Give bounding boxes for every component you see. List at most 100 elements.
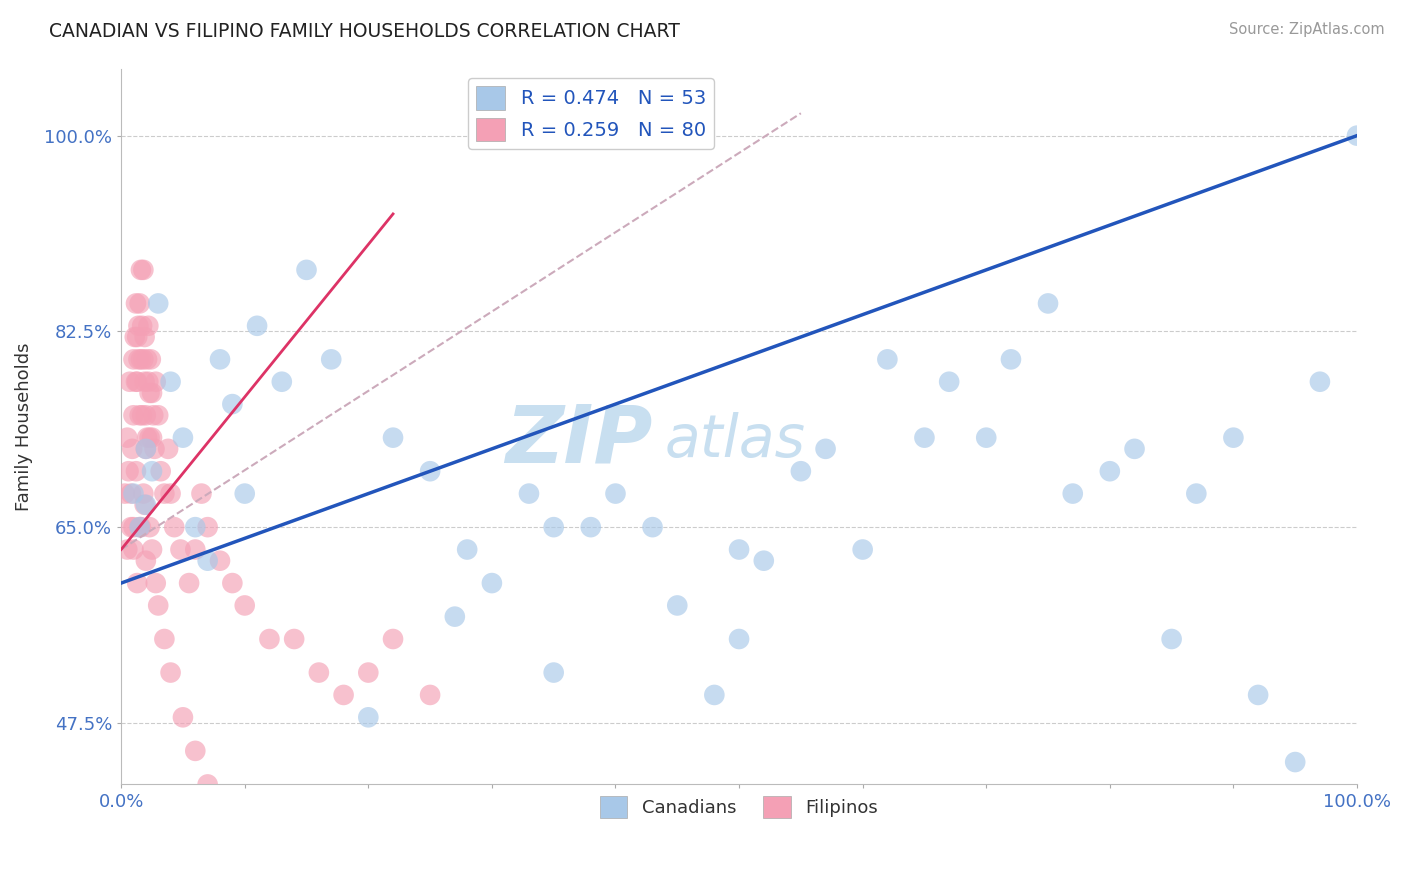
Point bbox=[1346, 128, 1368, 143]
Point bbox=[1222, 431, 1244, 445]
Point bbox=[117, 464, 139, 478]
Point bbox=[142, 409, 165, 423]
Point bbox=[128, 520, 150, 534]
Point bbox=[179, 576, 201, 591]
Point bbox=[246, 318, 269, 333]
Point bbox=[543, 520, 565, 534]
Point bbox=[153, 486, 176, 500]
Point bbox=[1247, 688, 1270, 702]
Point bbox=[138, 385, 160, 400]
Point bbox=[974, 431, 997, 445]
Point bbox=[124, 330, 146, 344]
Point bbox=[149, 464, 172, 478]
Text: ZIP: ZIP bbox=[505, 401, 652, 480]
Point bbox=[117, 431, 139, 445]
Point bbox=[122, 486, 145, 500]
Point bbox=[233, 599, 256, 613]
Point bbox=[127, 330, 149, 344]
Point bbox=[135, 442, 157, 456]
Point bbox=[136, 375, 159, 389]
Point bbox=[127, 318, 149, 333]
Point bbox=[141, 464, 163, 478]
Point bbox=[131, 318, 153, 333]
Point bbox=[814, 442, 837, 456]
Point bbox=[136, 431, 159, 445]
Point bbox=[136, 352, 159, 367]
Point bbox=[135, 498, 157, 512]
Point bbox=[127, 576, 149, 591]
Point bbox=[456, 542, 478, 557]
Point bbox=[517, 486, 540, 500]
Y-axis label: Family Households: Family Households bbox=[15, 343, 32, 511]
Point bbox=[443, 609, 465, 624]
Point bbox=[131, 409, 153, 423]
Text: atlas: atlas bbox=[665, 412, 806, 469]
Point bbox=[221, 397, 243, 411]
Point bbox=[132, 486, 155, 500]
Point bbox=[208, 554, 231, 568]
Point bbox=[120, 520, 142, 534]
Point bbox=[190, 486, 212, 500]
Point bbox=[208, 352, 231, 367]
Point bbox=[127, 375, 149, 389]
Point bbox=[543, 665, 565, 680]
Point bbox=[419, 464, 441, 478]
Point bbox=[728, 632, 751, 646]
Point bbox=[159, 375, 181, 389]
Point bbox=[295, 263, 318, 277]
Point bbox=[136, 318, 159, 333]
Point bbox=[357, 710, 380, 724]
Point bbox=[128, 296, 150, 310]
Point bbox=[134, 330, 156, 344]
Point bbox=[579, 520, 602, 534]
Point bbox=[321, 352, 343, 367]
Point bbox=[145, 375, 167, 389]
Point bbox=[163, 520, 186, 534]
Point bbox=[169, 542, 191, 557]
Point bbox=[1160, 632, 1182, 646]
Point bbox=[128, 520, 150, 534]
Point bbox=[197, 520, 219, 534]
Point bbox=[852, 542, 875, 557]
Point bbox=[1185, 486, 1208, 500]
Point bbox=[728, 542, 751, 557]
Point bbox=[139, 352, 162, 367]
Point bbox=[357, 665, 380, 680]
Point bbox=[135, 442, 157, 456]
Point bbox=[135, 554, 157, 568]
Point bbox=[197, 554, 219, 568]
Point bbox=[148, 599, 170, 613]
Point bbox=[118, 375, 141, 389]
Point bbox=[120, 486, 142, 500]
Legend: Canadians, Filipinos: Canadians, Filipinos bbox=[593, 789, 884, 825]
Point bbox=[382, 632, 405, 646]
Point bbox=[605, 486, 627, 500]
Point bbox=[125, 375, 148, 389]
Point bbox=[153, 632, 176, 646]
Point bbox=[790, 464, 813, 478]
Point bbox=[134, 375, 156, 389]
Point bbox=[143, 442, 166, 456]
Point bbox=[172, 431, 194, 445]
Point bbox=[221, 576, 243, 591]
Point bbox=[127, 352, 149, 367]
Point bbox=[1309, 375, 1331, 389]
Point bbox=[148, 409, 170, 423]
Point bbox=[117, 542, 139, 557]
Point bbox=[382, 431, 405, 445]
Point bbox=[157, 442, 180, 456]
Point bbox=[129, 352, 152, 367]
Point bbox=[703, 688, 725, 702]
Point bbox=[233, 486, 256, 500]
Point bbox=[641, 520, 664, 534]
Point bbox=[125, 464, 148, 478]
Point bbox=[135, 409, 157, 423]
Point bbox=[1000, 352, 1022, 367]
Point bbox=[122, 520, 145, 534]
Point bbox=[114, 486, 136, 500]
Point bbox=[259, 632, 281, 646]
Point bbox=[914, 431, 936, 445]
Point bbox=[122, 352, 145, 367]
Point bbox=[938, 375, 960, 389]
Point bbox=[138, 431, 160, 445]
